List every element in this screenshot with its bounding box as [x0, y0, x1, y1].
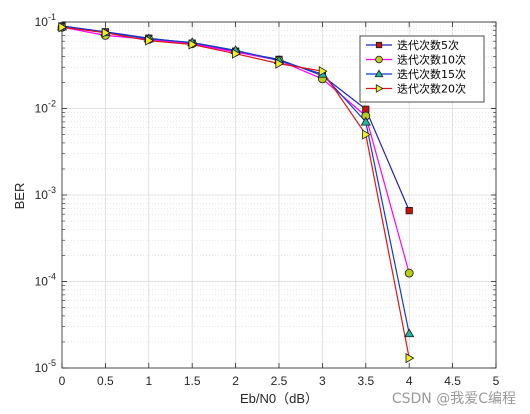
data-point-series-2: [404, 268, 414, 278]
data-point-series-4: [275, 58, 285, 69]
x-tick-label: 2: [232, 374, 239, 388]
x-tick-label: 0.5: [97, 374, 114, 388]
x-tick-label: 3.5: [357, 374, 374, 388]
data-point-series-4: [362, 129, 371, 140]
x-tick-label: 4: [406, 374, 413, 388]
data-point-series-3: [404, 328, 415, 338]
y-tick-label: 10-1: [35, 12, 56, 29]
y-tick-label: 10-5: [35, 358, 56, 375]
data-point-series-4: [145, 35, 154, 46]
y-tick-label: 10-4: [35, 272, 56, 289]
legend-marker-3: [374, 69, 384, 78]
data-point-series-4: [405, 353, 415, 364]
data-point-series-4: [58, 22, 68, 33]
legend-marker-1: [375, 41, 383, 49]
legend-label-4: 迭代次数20次: [397, 82, 466, 96]
legend-marker-4: [375, 84, 384, 93]
data-point-series-4: [188, 39, 198, 50]
data-point-series-1: [405, 207, 413, 215]
legend-marker-2: [375, 55, 383, 64]
series-markers: [56, 21, 415, 364]
y-tick-labels: 10-5 10-4 10-3 10-2 10-1: [35, 12, 56, 375]
y-axis-label: BER: [12, 183, 27, 210]
data-point-series-4: [101, 27, 111, 38]
x-axis-label: Eb/N0（dB）: [240, 391, 318, 406]
x-tick-label: 3: [319, 374, 326, 388]
x-tick-labels: 0 0.5 1 1.5 2 2.5 3 3.5 4 4.5 5: [59, 374, 500, 388]
watermark: CSDN @我爱C编程: [391, 391, 516, 407]
x-tick-label: 1: [145, 374, 152, 388]
data-point-series-4: [318, 66, 328, 77]
data-point-series-3: [360, 116, 371, 126]
x-tick-label: 1.5: [184, 374, 201, 388]
x-tick-label: 5: [493, 374, 500, 388]
x-tick-label: 4.5: [444, 374, 461, 388]
data-point-series-4: [231, 48, 241, 59]
legend-label-1: 迭代次数5次: [397, 38, 459, 52]
y-tick-label: 10-2: [35, 99, 56, 116]
y-tick-label: 10-3: [35, 185, 56, 202]
data-point-series-1: [362, 105, 370, 113]
legend-label-2: 迭代次数10次: [397, 53, 466, 67]
legend-label-3: 迭代次数15次: [397, 67, 466, 81]
axis-ticks: [61, 21, 497, 369]
x-tick-label: 0: [59, 374, 66, 388]
x-tick-label: 2.5: [271, 374, 288, 388]
